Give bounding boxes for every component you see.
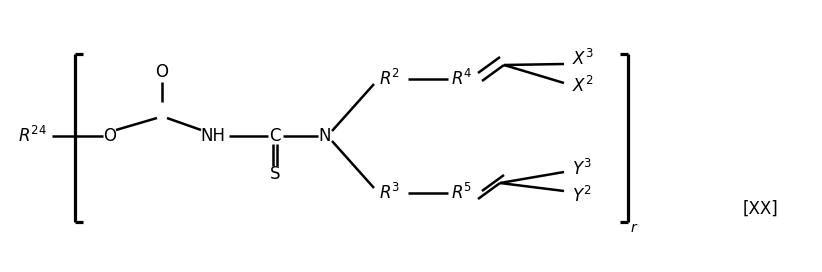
Text: r: r — [631, 221, 637, 235]
Text: O: O — [155, 63, 169, 81]
Text: $Y^{3}$: $Y^{3}$ — [572, 159, 592, 179]
Text: $R^{4}$: $R^{4}$ — [451, 69, 473, 89]
Text: O: O — [104, 127, 117, 145]
Text: $R^{5}$: $R^{5}$ — [451, 183, 473, 203]
Text: $R^{24}$: $R^{24}$ — [18, 126, 47, 146]
Text: $Y^{2}$: $Y^{2}$ — [572, 186, 592, 206]
Text: NH: NH — [201, 127, 225, 145]
Text: $X^{2}$: $X^{2}$ — [572, 76, 593, 96]
Text: $R^{3}$: $R^{3}$ — [380, 183, 400, 203]
Text: $R^{2}$: $R^{2}$ — [380, 69, 400, 89]
Text: [XX]: [XX] — [742, 200, 778, 218]
Text: $X^{3}$: $X^{3}$ — [572, 49, 593, 69]
Text: C: C — [270, 127, 281, 145]
Text: N: N — [319, 127, 331, 145]
Text: S: S — [270, 165, 280, 183]
